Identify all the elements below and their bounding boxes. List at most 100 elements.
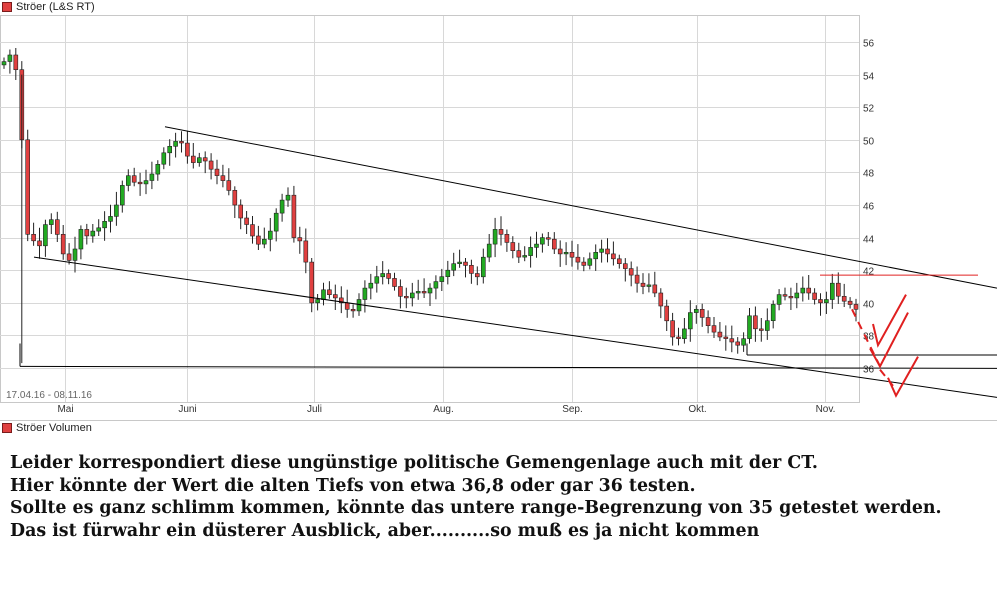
candle-body bbox=[699, 308, 705, 318]
candle-body bbox=[120, 185, 125, 206]
candle-body bbox=[380, 273, 386, 278]
candle-body bbox=[220, 175, 226, 181]
x-tick-label: Aug. bbox=[433, 404, 454, 415]
candle-body bbox=[54, 219, 60, 235]
candle-body bbox=[764, 320, 770, 331]
y-tick-label: 42 bbox=[863, 267, 875, 278]
candle-body bbox=[599, 248, 604, 253]
upper-trendline bbox=[164, 126, 997, 289]
candle-body bbox=[279, 199, 285, 214]
candle-body bbox=[853, 304, 859, 310]
candle-body bbox=[108, 216, 113, 222]
date-range-label: 17.04.16 - 08.11.16 bbox=[6, 390, 92, 401]
candle-body bbox=[267, 230, 273, 240]
candle-body bbox=[445, 269, 451, 278]
commentary-line: Hier könnte der Wert die alten Tiefs von… bbox=[10, 475, 696, 496]
commentary-line: Sollte es ganz schlimm kommen, könnte da… bbox=[10, 498, 942, 518]
projection-check-2 bbox=[872, 294, 907, 348]
y-tick-label: 48 bbox=[863, 169, 875, 180]
candle-body bbox=[611, 253, 616, 260]
candle-body bbox=[605, 248, 610, 255]
candle-body bbox=[569, 252, 575, 258]
candle-body bbox=[581, 261, 587, 266]
candle-body bbox=[551, 238, 557, 250]
candle-body bbox=[368, 282, 374, 289]
candle-body bbox=[469, 264, 474, 274]
candle-body bbox=[451, 263, 457, 271]
x-tick-label: Juni bbox=[178, 404, 196, 415]
candle-body bbox=[43, 224, 48, 247]
candle-body bbox=[676, 336, 681, 339]
candle-body bbox=[143, 180, 149, 185]
candle-body bbox=[628, 268, 634, 276]
candle-body bbox=[433, 281, 439, 289]
candle-body bbox=[327, 289, 332, 295]
candle-body bbox=[244, 217, 249, 225]
x-axis-ticks: Mai Juni Juli Aug. Sep. Okt. Nov. bbox=[57, 404, 835, 415]
x-tick-label: Okt. bbox=[688, 404, 706, 415]
candle-body bbox=[13, 54, 19, 70]
candle-body bbox=[829, 282, 835, 300]
support-line-36 bbox=[19, 365, 997, 369]
candle-body bbox=[197, 157, 202, 163]
candle-body bbox=[545, 237, 551, 240]
candle-body bbox=[528, 247, 533, 256]
candle-body bbox=[48, 219, 54, 225]
projection-check-3 bbox=[887, 356, 919, 398]
candle-body bbox=[356, 299, 362, 312]
candle-body bbox=[126, 175, 131, 186]
candle-body bbox=[37, 240, 42, 247]
candle-body bbox=[1, 61, 7, 66]
candle-body bbox=[238, 204, 243, 219]
candle-body bbox=[208, 160, 214, 170]
candle-body bbox=[705, 317, 711, 326]
candle-body bbox=[131, 175, 137, 183]
y-tick-label: 56 bbox=[863, 39, 875, 50]
candle-body bbox=[421, 291, 427, 294]
candle-body bbox=[374, 276, 380, 284]
candle-body bbox=[167, 146, 172, 154]
candle-body bbox=[486, 243, 492, 258]
candle-body bbox=[303, 240, 309, 263]
candle-body bbox=[31, 234, 36, 242]
candle-body bbox=[492, 229, 498, 245]
candle-body bbox=[788, 295, 794, 299]
candle-body bbox=[457, 261, 462, 265]
volume-legend-label: Ströer Volumen bbox=[16, 422, 92, 434]
candle-body bbox=[480, 256, 486, 278]
candle-body bbox=[149, 173, 155, 181]
candle-body bbox=[415, 291, 421, 294]
candle-body bbox=[575, 256, 581, 263]
candle-body bbox=[800, 287, 806, 294]
candle-body bbox=[593, 252, 599, 260]
commentary-line: Das ist fürwahr ein düsterer Ausblick, a… bbox=[10, 520, 760, 541]
candle-body bbox=[90, 230, 96, 237]
candle-body bbox=[682, 328, 687, 339]
price-plot-area bbox=[0, 15, 860, 403]
volume-legend-swatch bbox=[2, 423, 12, 433]
candle-body bbox=[232, 190, 238, 206]
candle-body bbox=[687, 312, 693, 330]
candle-body bbox=[273, 212, 279, 232]
price-grid bbox=[0, 16, 859, 402]
candle-body bbox=[202, 157, 208, 162]
candle-body bbox=[7, 54, 13, 62]
candle-body bbox=[729, 338, 735, 343]
y-tick-label: 54 bbox=[863, 72, 875, 83]
candle-body bbox=[185, 142, 190, 157]
candle-body bbox=[261, 238, 267, 245]
candle-body bbox=[735, 341, 741, 346]
y-tick-label: 44 bbox=[863, 235, 875, 246]
candle-body bbox=[652, 284, 658, 294]
candle-body bbox=[226, 180, 232, 191]
x-tick-label: Sep. bbox=[562, 404, 583, 415]
candle-body bbox=[847, 300, 853, 305]
price-legend-label: Ströer (L&S RT) bbox=[16, 1, 95, 13]
lower-trendline bbox=[33, 256, 997, 398]
annotations bbox=[19, 126, 997, 398]
candle-body bbox=[670, 320, 675, 338]
candle-body bbox=[818, 299, 823, 304]
candle-body bbox=[646, 284, 652, 287]
candle-body bbox=[758, 328, 764, 331]
